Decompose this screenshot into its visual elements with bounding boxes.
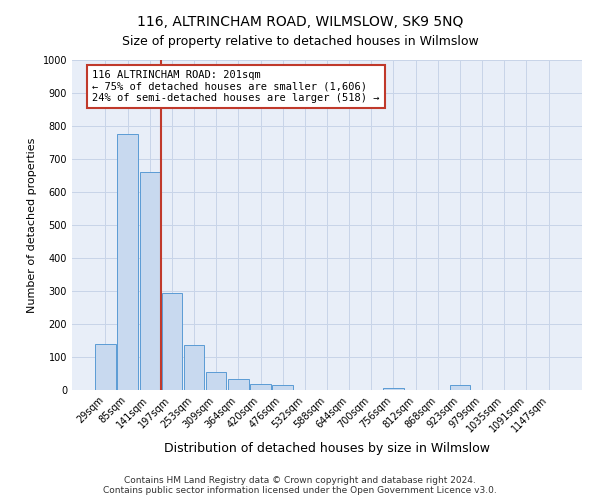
- Bar: [228, 380, 248, 390]
- Text: Contains HM Land Registry data © Crown copyright and database right 2024.
Contai: Contains HM Land Registry data © Crown c…: [103, 476, 497, 495]
- Bar: [140, 172, 160, 390]
- Text: 116 ALTRINCHAM ROAD: 201sqm
← 75% of detached houses are smaller (1,606)
24% of : 116 ALTRINCHAM ROAD: 201sqm ← 75% of det…: [92, 70, 380, 103]
- Bar: [95, 344, 116, 390]
- Bar: [161, 294, 182, 390]
- Y-axis label: Number of detached properties: Number of detached properties: [27, 138, 37, 312]
- X-axis label: Distribution of detached houses by size in Wilmslow: Distribution of detached houses by size …: [164, 442, 490, 456]
- Text: Size of property relative to detached houses in Wilmslow: Size of property relative to detached ho…: [122, 35, 478, 48]
- Bar: [250, 384, 271, 390]
- Bar: [206, 372, 226, 390]
- Bar: [450, 385, 470, 390]
- Bar: [118, 134, 138, 390]
- Bar: [383, 388, 404, 390]
- Bar: [184, 346, 204, 390]
- Text: 116, ALTRINCHAM ROAD, WILMSLOW, SK9 5NQ: 116, ALTRINCHAM ROAD, WILMSLOW, SK9 5NQ: [137, 15, 463, 29]
- Bar: [272, 385, 293, 390]
